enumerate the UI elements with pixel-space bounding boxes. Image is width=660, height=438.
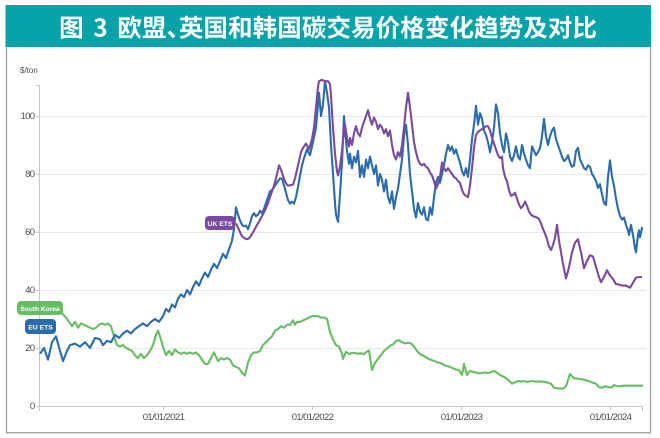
svg-text:40: 40 <box>25 285 35 296</box>
svg-text:01/01/2023: 01/01/2023 <box>441 412 483 423</box>
svg-text:100: 100 <box>20 111 34 122</box>
svg-text:0: 0 <box>30 401 35 412</box>
svg-text:UK ETS: UK ETS <box>208 221 233 228</box>
svg-text:60: 60 <box>25 227 35 238</box>
svg-text:EU ETS: EU ETS <box>28 325 53 332</box>
svg-text:20: 20 <box>25 343 35 354</box>
svg-text:80: 80 <box>25 169 35 180</box>
svg-text:01/01/2024: 01/01/2024 <box>590 412 633 423</box>
svg-text:01/01/2021: 01/01/2021 <box>143 412 185 423</box>
svg-text:01/01/2022: 01/01/2022 <box>292 412 334 423</box>
svg-text:$/ton: $/ton <box>20 66 38 75</box>
svg-text:South Korea: South Korea <box>20 306 60 313</box>
